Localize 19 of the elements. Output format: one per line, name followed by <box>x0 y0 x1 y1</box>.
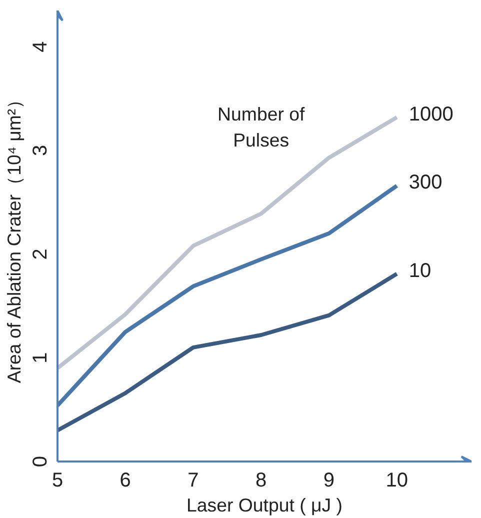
y-tick-label: 1 <box>30 352 52 364</box>
series-label: 1000 <box>408 103 454 126</box>
series-label: 300 <box>408 172 442 194</box>
line-series <box>58 272 399 432</box>
x-axis-title: Laser Output ( μJ ) <box>186 494 342 516</box>
x-tick-label: 5 <box>52 470 64 492</box>
y-tick-label: 0 <box>30 456 52 468</box>
legend-title: Number of Pulses <box>218 104 306 151</box>
x-tick-label: 10 <box>386 470 408 492</box>
y-tick-label: 4 <box>30 41 52 52</box>
x-tick-label: 6 <box>120 470 131 492</box>
x-tick-label: 7 <box>188 470 199 492</box>
series-label: 10 <box>408 260 432 282</box>
y-axis-title: Area of Ablation Crater（10⁴ μm²） <box>4 90 24 384</box>
x-tick-label: 8 <box>256 470 267 492</box>
y-tick-label: 2 <box>30 248 52 260</box>
y-tick-label: 3 <box>30 144 52 156</box>
x-tick-label: 9 <box>323 470 335 492</box>
line-series <box>58 184 399 408</box>
